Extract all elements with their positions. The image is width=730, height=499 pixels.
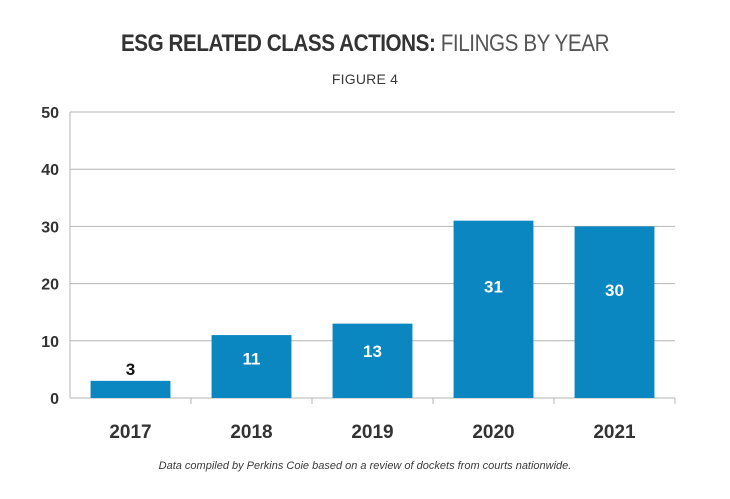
chart-subtitle: FIGURE 4 bbox=[331, 71, 399, 87]
data-label-2021: 30 bbox=[605, 281, 624, 300]
y-tick-label-0: 0 bbox=[50, 391, 59, 408]
bar-2021 bbox=[574, 226, 655, 398]
x-tick-label-2018: 2018 bbox=[230, 422, 272, 443]
bar-2018 bbox=[211, 335, 292, 398]
y-tick-label-40: 40 bbox=[41, 162, 59, 179]
x-tick-label-2020: 2020 bbox=[472, 422, 514, 443]
y-tick-label-20: 20 bbox=[41, 277, 59, 294]
chart-title: ESG RELATED CLASS ACTIONS: FILINGS BY YE… bbox=[51, 30, 679, 58]
bar-2017 bbox=[90, 380, 171, 398]
chart-title-bold: ESG RELATED CLASS ACTIONS: bbox=[120, 30, 436, 57]
source-note: Data compiled by Perkins Coie based on a… bbox=[158, 460, 572, 472]
bar-2020 bbox=[453, 220, 534, 398]
chart-title-light: FILINGS BY YEAR bbox=[440, 30, 610, 57]
x-tick-label-2019: 2019 bbox=[351, 422, 393, 443]
bar-2019 bbox=[332, 323, 413, 398]
y-tick-label-50: 50 bbox=[41, 105, 59, 122]
data-label-2019: 13 bbox=[363, 342, 382, 361]
y-tick-label-10: 10 bbox=[41, 334, 59, 351]
data-label-2018: 11 bbox=[243, 349, 261, 368]
x-tick-label-2017: 2017 bbox=[109, 422, 151, 443]
data-label-2017: 3 bbox=[126, 360, 135, 379]
y-tick-label-30: 30 bbox=[41, 219, 59, 236]
x-tick-label-2021: 2021 bbox=[593, 422, 636, 443]
data-label-2020: 31 bbox=[484, 277, 503, 296]
